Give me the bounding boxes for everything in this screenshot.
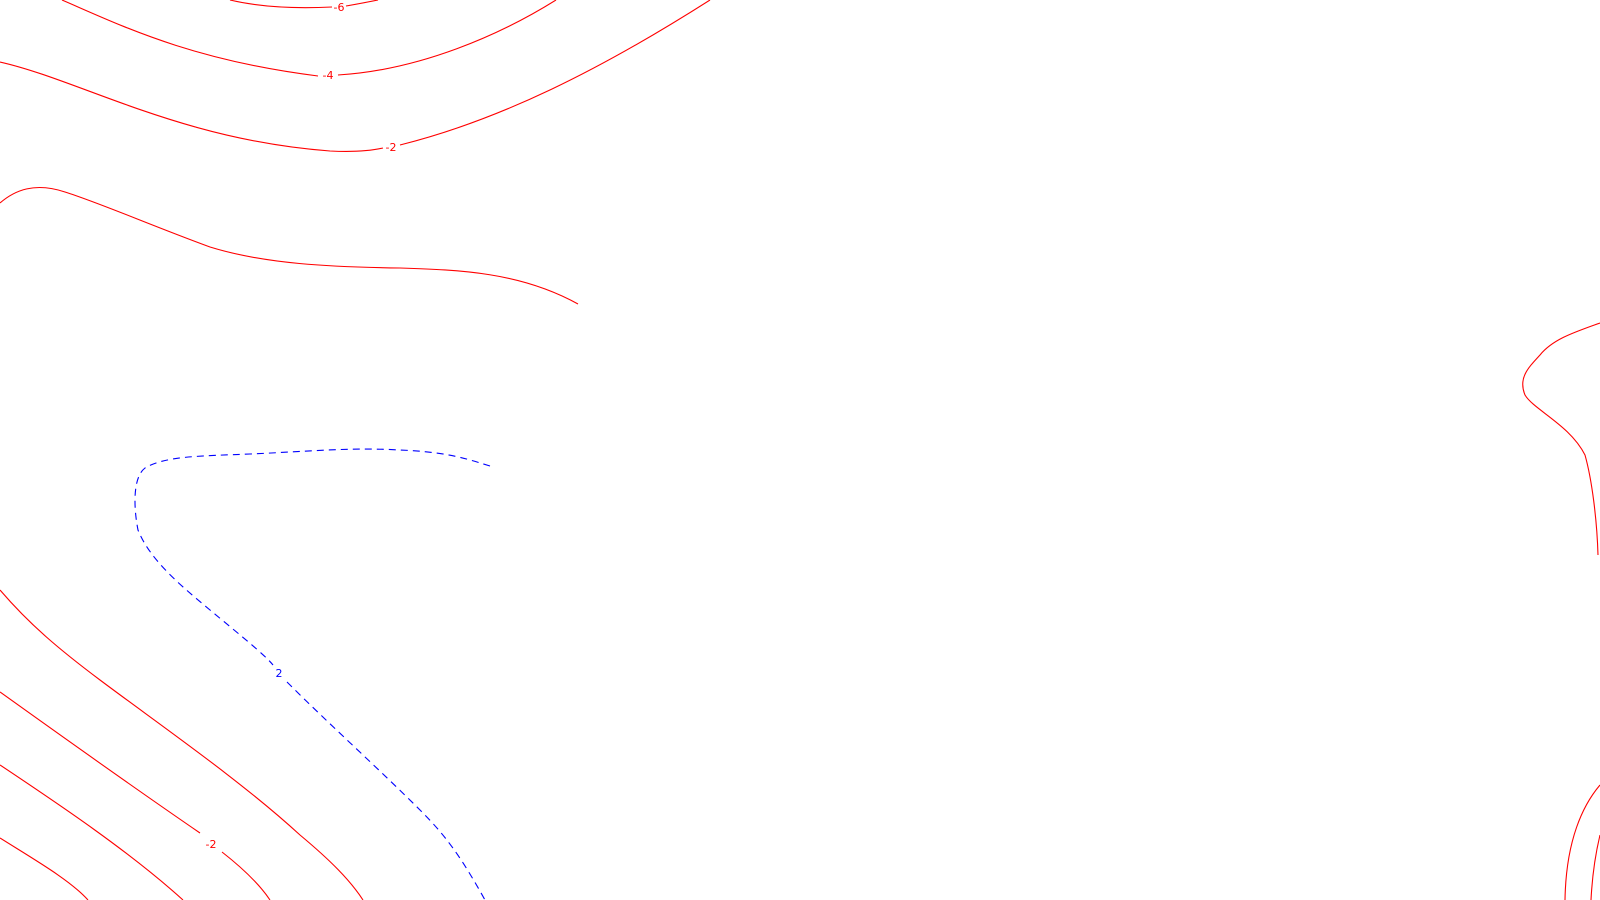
contour-line-bottom-left-1 xyxy=(0,589,364,900)
contour-line-minus4 xyxy=(61,0,557,77)
contour-line-bottom-left-4 xyxy=(0,837,89,900)
contour-label-minus2-top: -2 xyxy=(386,141,397,154)
contour-label-plus2: 2 xyxy=(276,667,283,680)
contour-line-right-lower-1 xyxy=(1564,784,1600,900)
contour-line-right-upper xyxy=(1522,322,1600,556)
contour-line-right-lower-2 xyxy=(1590,834,1600,900)
contour-line-plus2 xyxy=(134,448,491,900)
contour-line-minus6 xyxy=(229,0,379,9)
contour-line-bottom-left-3 xyxy=(0,764,184,900)
contour-line-zero-top xyxy=(0,186,579,305)
contour-label-minus6: -6 xyxy=(334,1,345,14)
contour-line-minus2-bottom xyxy=(0,691,271,900)
contour-label-minus4: -4 xyxy=(323,69,334,82)
contour-label-minus2-bottom: -2 xyxy=(206,838,217,851)
contour-line-minus2-top xyxy=(0,0,711,152)
